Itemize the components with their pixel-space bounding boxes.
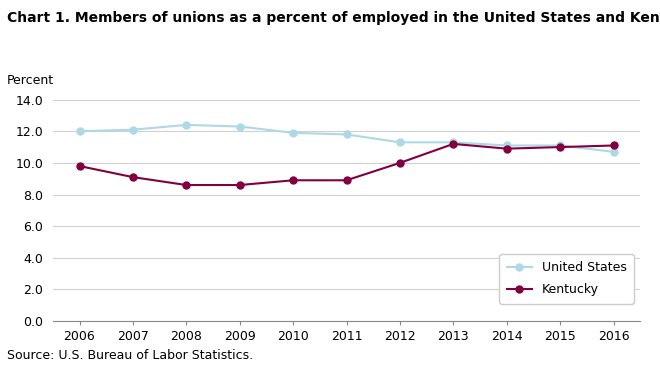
- United States: [396, 140, 404, 145]
- Kentucky: [503, 146, 511, 151]
- United States: [236, 124, 244, 129]
- Kentucky: [182, 183, 190, 187]
- Line: Kentucky: Kentucky: [76, 141, 617, 189]
- United States: [289, 131, 297, 135]
- Kentucky: [610, 143, 618, 148]
- Legend: United States, Kentucky: United States, Kentucky: [499, 254, 634, 304]
- United States: [75, 129, 83, 134]
- United States: [556, 143, 564, 148]
- Text: Chart 1. Members of unions as a percent of employed in the United States and Ken: Chart 1. Members of unions as a percent …: [7, 11, 660, 25]
- Kentucky: [343, 178, 350, 183]
- Kentucky: [556, 145, 564, 149]
- United States: [503, 143, 511, 148]
- United States: [343, 132, 350, 137]
- Kentucky: [449, 142, 457, 146]
- Text: Source: U.S. Bureau of Labor Statistics.: Source: U.S. Bureau of Labor Statistics.: [7, 349, 253, 362]
- Kentucky: [236, 183, 244, 187]
- Kentucky: [129, 175, 137, 179]
- United States: [449, 140, 457, 145]
- Kentucky: [289, 178, 297, 183]
- United States: [610, 149, 618, 154]
- Text: Percent: Percent: [7, 74, 53, 87]
- Kentucky: [75, 164, 83, 168]
- United States: [182, 123, 190, 127]
- Kentucky: [396, 161, 404, 165]
- Line: United States: United States: [76, 121, 617, 155]
- United States: [129, 127, 137, 132]
